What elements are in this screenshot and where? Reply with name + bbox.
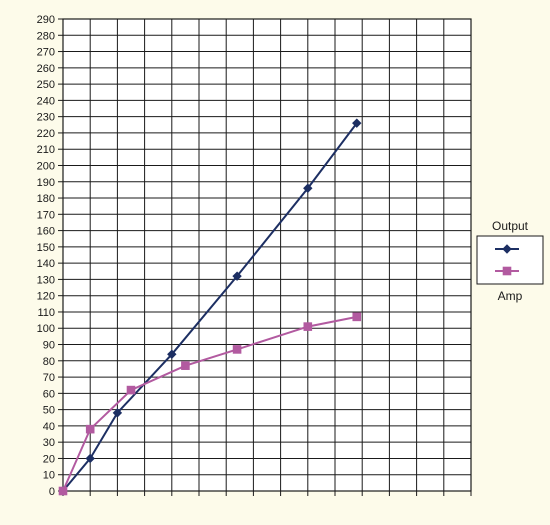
y-tick-label: 250: [37, 79, 55, 91]
y-tick-label: 0: [49, 486, 55, 498]
y-tick-label: 200: [37, 160, 55, 172]
data-point-output: [167, 349, 177, 359]
y-tick-label: 110: [37, 307, 55, 319]
data-point-output: [303, 183, 313, 193]
y-tick-label: 270: [37, 47, 55, 59]
y-tick-label: 100: [37, 323, 55, 335]
y-tick-label: 190: [37, 177, 55, 189]
y-tick-label: 220: [37, 128, 55, 140]
y-tick-label: 230: [37, 112, 55, 124]
y-tick-label: 260: [37, 63, 55, 75]
y-tick-label: 80: [43, 356, 55, 368]
y-tick-label: 20: [43, 453, 55, 465]
plot-frame: [62, 18, 472, 492]
y-tick-label: 180: [37, 193, 55, 205]
y-tick-label: 170: [37, 209, 55, 221]
data-point-amp: [303, 322, 313, 331]
data-point-amp: [126, 385, 136, 395]
y-tick-label: 30: [43, 437, 55, 449]
legend-swatch-marker-output: [502, 244, 512, 254]
y-tick-label: 70: [43, 372, 55, 384]
legend-box: [476, 235, 544, 285]
data-point-amp: [232, 345, 242, 354]
y-tick-label: 210: [37, 144, 55, 156]
data-point-output: [352, 118, 362, 128]
y-tick-label: 280: [37, 30, 55, 42]
data-point-output: [112, 408, 123, 418]
y-tick-label: 290: [37, 14, 55, 26]
y-tick-label: 130: [37, 274, 55, 286]
data-point-output: [85, 453, 95, 464]
legend-label-amp: Amp: [498, 289, 523, 303]
y-tick-label: 50: [43, 405, 55, 417]
y-tick-label: 10: [43, 470, 55, 482]
data-point-amp: [181, 361, 190, 370]
y-tick-label: 90: [43, 340, 55, 352]
data-point-amp: [352, 312, 362, 322]
y-tick-label: 40: [43, 421, 55, 433]
data-point-output: [232, 271, 242, 281]
plot-area: [63, 19, 471, 491]
legend-swatch-marker-amp: [502, 266, 512, 276]
y-tick-label: 140: [37, 258, 55, 270]
y-tick-label: 120: [37, 291, 55, 303]
y-tick-label: 150: [37, 242, 55, 254]
y-tick-label: 160: [37, 226, 55, 238]
legend-label-output: Output: [492, 219, 529, 233]
data-point-amp: [85, 424, 95, 434]
data-point-amp: [58, 486, 68, 496]
y-tick-label: 240: [37, 95, 55, 107]
y-tick-label: 60: [43, 388, 55, 400]
